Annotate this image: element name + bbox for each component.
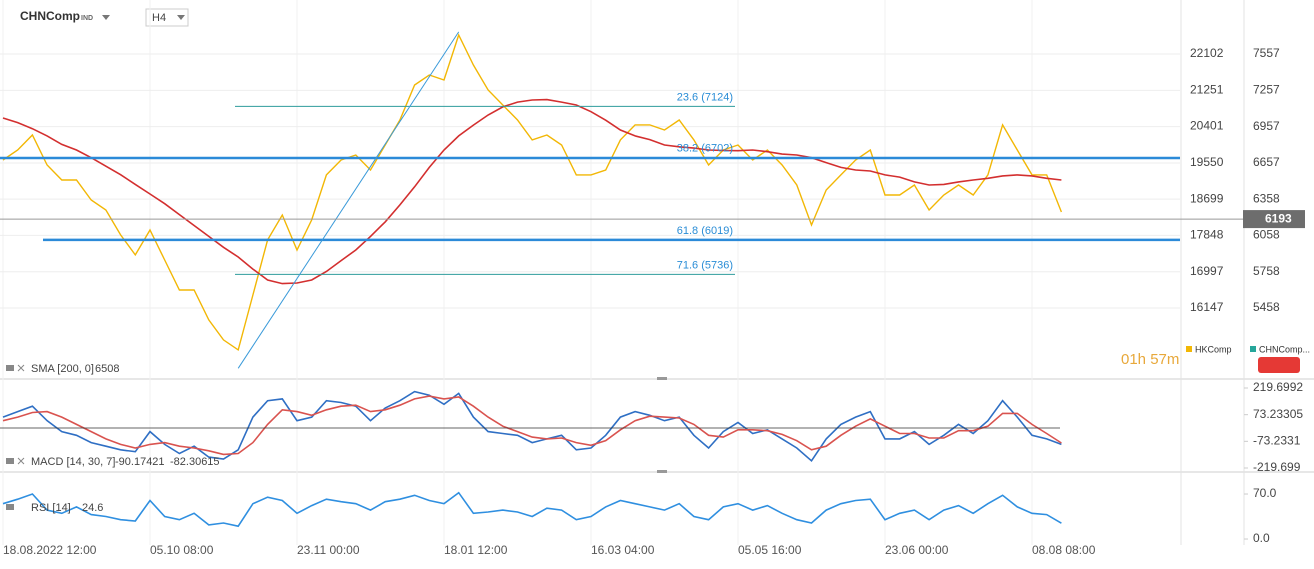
y-tick-label: 73.23305 xyxy=(1253,407,1303,421)
y-tick-label: -73.2331 xyxy=(1253,434,1301,448)
y-tick-label: 7557 xyxy=(1253,46,1280,60)
y2-tick-label: 20401 xyxy=(1190,119,1224,133)
last-price: 6193 xyxy=(1265,211,1292,225)
x-tick-label: 23.06 00:00 xyxy=(885,543,949,557)
y-tick-label: 6058 xyxy=(1253,228,1280,242)
x-tick-label: 18.08.2022 12:00 xyxy=(3,543,97,557)
countdown: 01h 57m xyxy=(1121,351,1179,368)
y2-tick-label: 17848 xyxy=(1190,228,1224,242)
symbol-name[interactable]: CHNComp xyxy=(20,9,80,23)
y2-tick-label: 22102 xyxy=(1190,46,1224,60)
indicator-label: RSI [14] xyxy=(31,502,71,514)
timeframe-box[interactable] xyxy=(145,8,189,27)
y-tick-label: 70.0 xyxy=(1253,486,1277,500)
fib-label: 38.2 (6702) xyxy=(677,142,733,154)
trend-line xyxy=(237,31,460,369)
settings-icon[interactable] xyxy=(6,504,14,510)
dropdown-arrow[interactable] xyxy=(177,15,185,20)
series-line xyxy=(2,390,1062,462)
y-tick-label: 7257 xyxy=(1253,82,1280,96)
resize-handle[interactable] xyxy=(657,470,667,473)
legend-label: HKComp xyxy=(1195,344,1232,354)
y-tick-label: 6957 xyxy=(1253,119,1280,133)
grid-layer xyxy=(0,0,1180,545)
x-tick-label: 23.11 00:00 xyxy=(297,543,360,557)
resize-handle[interactable] xyxy=(657,377,667,380)
y2-tick-label: 16997 xyxy=(1190,264,1224,278)
y-tick-label: -219.699 xyxy=(1253,460,1301,474)
y2-tick-label: 18699 xyxy=(1190,191,1224,205)
y-tick-label: 0.0 xyxy=(1253,531,1270,545)
x-tick-label: 18.01 12:00 xyxy=(444,543,508,557)
settings-icon[interactable] xyxy=(6,365,14,371)
y2-tick-label: 21251 xyxy=(1190,82,1224,96)
x-tick-label: 05.05 16:00 xyxy=(738,543,802,557)
dropdown-arrow[interactable] xyxy=(102,15,110,20)
indicator-value: 24.6 xyxy=(82,502,103,514)
x-tick-label: 16.03 04:00 xyxy=(591,543,655,557)
indicator-label: SMA [200, 0] xyxy=(31,363,94,375)
y-tick-label: 6657 xyxy=(1253,155,1280,169)
timeframe[interactable]: H4 xyxy=(152,12,166,24)
series-line xyxy=(2,395,1062,456)
y2-tick-label: 16147 xyxy=(1190,300,1224,314)
y-tick-label: 219.6992 xyxy=(1253,380,1303,394)
y-tick-label: 5458 xyxy=(1253,300,1280,314)
fib-label: 61.8 (6019) xyxy=(677,225,733,237)
y-tick-label: 6358 xyxy=(1253,191,1280,205)
legend-swatch xyxy=(1250,346,1256,352)
x-tick-label: 05.10 08:00 xyxy=(150,543,214,557)
symbol-tag: IND xyxy=(81,15,93,22)
y-tick-label: 5758 xyxy=(1253,264,1280,278)
settings-icon[interactable] xyxy=(6,458,14,464)
indicator-value: -82.30615 xyxy=(170,456,220,468)
series-line xyxy=(2,98,1062,285)
series-line xyxy=(2,33,1063,352)
fib-label: 23.6 (7124) xyxy=(677,91,733,103)
close-icon[interactable] xyxy=(17,457,25,465)
indicator-icons xyxy=(6,364,25,510)
legend-label: CHNComp... xyxy=(1259,344,1310,354)
fib-label: 71.6 (5736) xyxy=(677,259,733,271)
alert-button[interactable] xyxy=(1258,357,1300,373)
close-icon[interactable] xyxy=(17,364,25,372)
legend-swatch xyxy=(1186,346,1192,352)
indicator-value: -90.17421 xyxy=(115,456,165,468)
y2-tick-label: 19550 xyxy=(1190,155,1224,169)
indicator-label: MACD [14, 30, 7] xyxy=(31,456,115,468)
series-line xyxy=(2,491,1062,528)
last-price-box xyxy=(1243,210,1305,229)
indicator-value: 6508 xyxy=(95,363,119,375)
x-tick-label: 08.08 08:00 xyxy=(1032,543,1096,557)
